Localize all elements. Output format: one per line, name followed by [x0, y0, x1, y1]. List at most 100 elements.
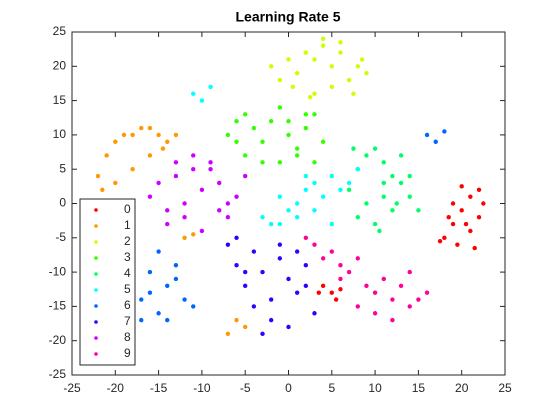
point [173, 173, 179, 179]
x-tick-label: -5 [240, 381, 251, 395]
point [377, 228, 382, 234]
point [455, 242, 460, 247]
point [333, 297, 339, 302]
point [160, 146, 166, 151]
x-tick-label: 10 [368, 381, 382, 395]
point [398, 153, 404, 158]
point [476, 215, 482, 220]
x-tick-label: -25 [63, 381, 81, 395]
x-tick-label: -15 [150, 381, 168, 395]
point [346, 187, 352, 192]
legend-label: 5 [124, 282, 131, 296]
point [459, 184, 464, 189]
legend-label: 0 [124, 202, 131, 216]
point [130, 167, 135, 172]
point [312, 160, 317, 165]
point [165, 317, 170, 323]
point [260, 160, 265, 165]
y-tick-label: -20 [49, 333, 67, 347]
legend-label: 7 [124, 314, 131, 328]
legend-label: 9 [124, 346, 131, 360]
point [294, 70, 300, 76]
point [268, 297, 274, 302]
point [139, 317, 144, 323]
point [234, 235, 239, 240]
point [191, 232, 196, 237]
point [251, 125, 257, 131]
point [147, 269, 153, 275]
y-tick-label: -5 [55, 230, 66, 244]
point [329, 249, 334, 254]
point [355, 167, 360, 172]
legend-label: 4 [124, 266, 131, 280]
point [182, 297, 187, 302]
point [312, 208, 317, 213]
point [286, 132, 291, 138]
point [303, 187, 309, 192]
point [165, 283, 170, 289]
point [320, 283, 326, 289]
point [355, 304, 360, 309]
point [156, 180, 161, 186]
point [372, 311, 378, 316]
point [277, 256, 283, 261]
point [294, 249, 300, 254]
point [463, 221, 469, 227]
point [364, 153, 369, 158]
point [191, 167, 196, 172]
point [294, 215, 300, 220]
point [398, 283, 404, 289]
point [364, 70, 369, 76]
point [407, 269, 412, 275]
point [156, 132, 161, 138]
point [320, 36, 326, 42]
point [294, 201, 300, 206]
point [268, 221, 274, 227]
y-tick-label: 10 [53, 127, 67, 141]
x-tick-label: 0 [285, 381, 292, 395]
point [104, 153, 109, 158]
point [277, 242, 283, 247]
point [286, 118, 291, 124]
point [338, 187, 343, 192]
point [381, 160, 386, 165]
point [312, 180, 317, 186]
point [199, 187, 205, 192]
point [182, 201, 187, 206]
point [312, 112, 317, 117]
point [208, 167, 213, 172]
point [173, 263, 179, 268]
point [268, 118, 274, 124]
point [243, 112, 248, 117]
legend-label: 6 [124, 298, 131, 312]
point [355, 256, 360, 261]
point [312, 91, 317, 96]
point [303, 263, 309, 268]
chart-title: Learning Rate 5 [235, 9, 340, 25]
point [355, 215, 360, 220]
point [303, 112, 309, 117]
point [346, 77, 352, 83]
point [372, 146, 378, 151]
point [329, 84, 334, 90]
point [364, 201, 369, 206]
point [320, 139, 326, 144]
legend-marker [94, 272, 98, 276]
point [450, 221, 456, 227]
point [329, 64, 334, 69]
point [372, 290, 378, 295]
x-tick-label: -20 [107, 381, 125, 395]
point [316, 290, 322, 295]
legend-marker [94, 352, 98, 356]
y-tick-label: 20 [53, 58, 67, 72]
point [407, 194, 412, 199]
point [130, 132, 135, 138]
point [416, 297, 421, 302]
point [199, 98, 205, 103]
point [113, 180, 118, 186]
point [173, 132, 179, 138]
point [173, 160, 179, 165]
point [359, 57, 365, 62]
y-tick-label: -25 [49, 367, 67, 381]
